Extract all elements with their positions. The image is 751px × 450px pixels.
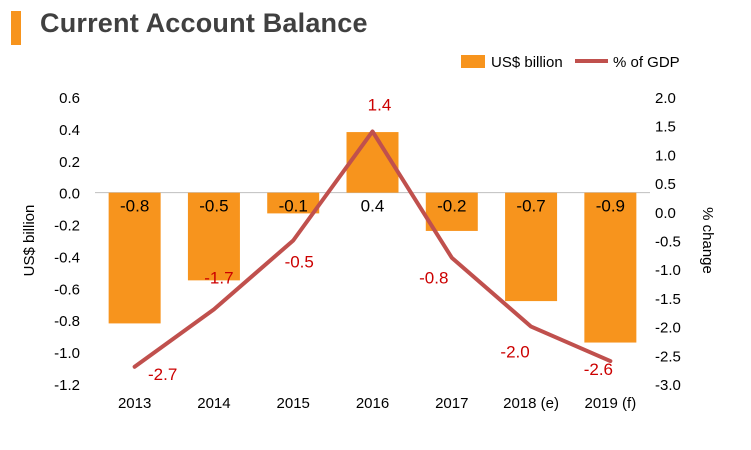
y-axis-title: US$ billion [21,205,38,277]
legend-swatch-bar [461,55,485,68]
x-tick-label: 2014 [197,395,230,412]
bar-data-label: 0.4 [361,197,385,216]
x-tick-label: 2019 (f) [585,395,637,412]
bar-data-label: -0.1 [279,197,308,216]
title-accent-bar [11,11,21,45]
y-tick-label: -0.8 [54,313,80,330]
line-data-label: -2.7 [148,365,177,384]
y-tick-label: 0.4 [59,122,80,139]
y-tick-label: -1.2 [54,377,80,394]
y2-tick-label: -2.5 [655,348,681,365]
y2-tick-label: -2.0 [655,320,681,337]
bar [425,192,478,231]
bar-data-label: -0.9 [596,197,625,216]
bar [108,192,161,324]
y-tick-label: -0.6 [54,281,80,298]
line-data-label: -2.0 [500,343,529,362]
x-tick-label: 2017 [435,395,468,412]
x-tick-label: 2018 (e) [503,395,559,412]
y-tick-label: -0.2 [54,218,80,235]
line-data-label: -0.8 [419,269,448,288]
bar-data-label: -0.2 [437,197,466,216]
x-tick-label: 2015 [277,395,310,412]
bar [187,192,240,281]
bar-data-label: -0.7 [516,197,545,216]
x-tick-label: 2013 [118,395,151,412]
y2-tick-label: -1.0 [655,262,681,279]
bar [267,192,320,214]
bar [584,192,637,343]
line-data-label: -0.5 [285,253,314,272]
y-tick-label: 0.6 [59,90,80,107]
bar-data-label: -0.8 [120,197,149,216]
bar [505,192,558,302]
y-tick-label: 0.2 [59,154,80,171]
y2-tick-label: -1.5 [655,291,681,308]
y-tick-label: 0.0 [59,186,80,203]
x-tick-label: 2016 [356,395,389,412]
y-tick-label: -1.0 [54,345,80,362]
y-tick-label: -0.4 [54,249,80,266]
bar-data-label: -0.5 [199,197,228,216]
line-data-label: -1.7 [204,268,233,287]
line-data-label: 1.4 [368,95,392,114]
y2-tick-label: 1.0 [655,147,676,164]
y2-tick-label: 2.0 [655,90,676,107]
y2-tick-label: 0.5 [655,176,676,193]
legend-label: US$ billion [491,54,563,71]
gdp-line [132,129,613,369]
y2-tick-label: 0.0 [655,205,676,222]
y2-axis-title: % change [699,207,716,274]
y2-tick-label: -3.0 [655,377,681,394]
chart-title: Current Account Balance [40,8,368,38]
y2-tick-label: -0.5 [655,234,681,251]
y2-tick-label: 1.5 [655,119,676,136]
legend-label: % of GDP [613,54,680,71]
line-data-label: -2.6 [584,360,613,379]
